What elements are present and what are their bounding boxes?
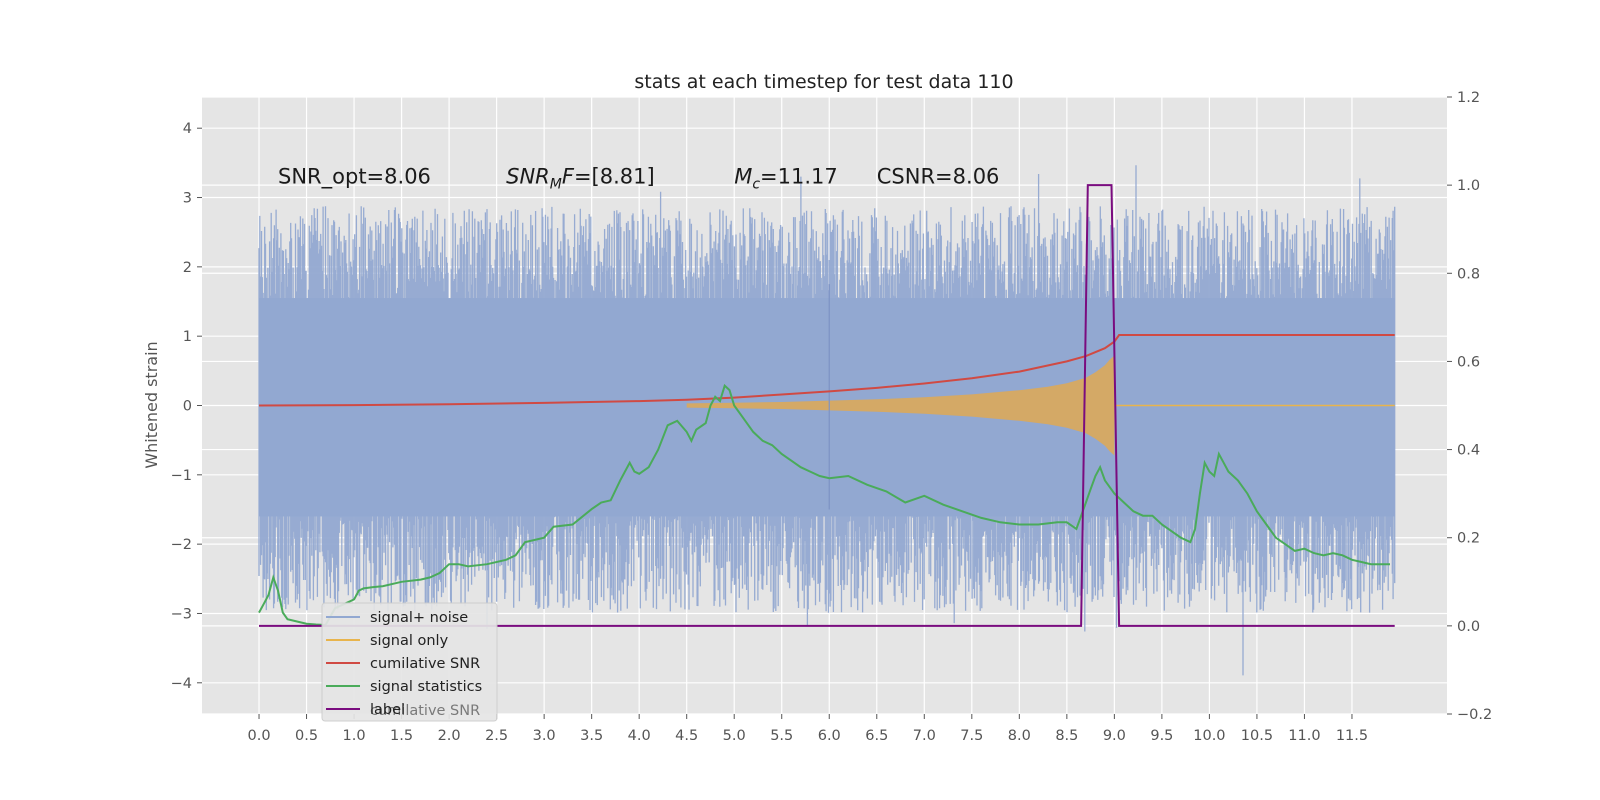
y-tick-label: 2 [183,260,192,276]
legend-label: cumilative SNR [370,656,480,672]
series-label [259,184,1395,627]
x-axis-ticks: 0.0 0.5 1.0 1.5 2.0 2.5 3.0 3.5 4.0 4.5 5.0 5.5 6.0 6… [247,714,1368,744]
y-tick-label: −1 [171,468,192,484]
signal-only-envelope [686,284,1395,510]
annotation-text: SNRMF=[8.81] [506,165,655,193]
legend-ghost-text: cumilative SNR [370,703,480,719]
annotation-text: CSNR=8.06 [877,165,1000,189]
x-tick-label: 9.5 [1150,728,1173,744]
series-cumilative-snr [258,334,1395,407]
legend: cumilative SNR signal+ noise signal only cu… [321,602,498,722]
x-tick-label: 9.0 [1103,728,1126,744]
x-tick-label: 3.5 [580,728,603,744]
annotation-base: M [734,165,752,189]
annotation-text: Mc=11.17 [734,165,838,193]
annotation-text: SNR_opt=8.06 [278,165,431,190]
y2-tick-label: 0.6 [1457,354,1480,370]
x-tick-label: 0.0 [247,728,270,744]
y-tick-label: −3 [171,606,192,622]
x-tick-label: 5.5 [770,728,793,744]
annotation-rest: =11.17 [760,165,838,189]
annotations: SNR_opt=8.06 SNRMF=[8.81] Mc=11.17 CSNR=8.0… [278,165,999,193]
y-tick-label: −2 [171,537,192,553]
y2-axis-ticks: −0.2 0.0 0.2 0.4 0.6 0.8 1.0 1.2 [1447,90,1492,723]
x-tick-label: 8.0 [1008,728,1031,744]
y2-tick-label: 0.4 [1457,443,1480,459]
x-tick-label: 6.0 [818,728,841,744]
x-tick-label: 11.5 [1336,728,1368,744]
y2-tick-label: 0.0 [1457,619,1480,635]
x-tick-label: 2.5 [485,728,508,744]
series-lines [258,184,1395,627]
annotation-base: SNR [506,165,550,189]
y2-tick-label: 0.2 [1457,531,1480,547]
y-tick-label: 4 [183,121,192,137]
x-tick-label: 11.0 [1288,728,1320,744]
annotation-subscript: M [550,177,562,193]
x-tick-label: 2.0 [438,728,461,744]
x-tick-label: 10.0 [1193,728,1225,744]
signal-envelope-fill [686,355,1115,456]
y-tick-label: 1 [183,329,192,345]
annotation-rest: =[8.81] [574,165,655,189]
y2-tick-label: 1.0 [1457,178,1480,194]
legend-box [321,602,498,722]
x-tick-label: 1.5 [390,728,413,744]
annotation-base-f: F [562,165,575,189]
y-tick-label: 3 [183,191,192,207]
x-tick-label: 6.5 [865,728,888,744]
series-signal-statistics [258,383,1390,627]
annotation-subscript: c [752,177,760,193]
y-axis-ticks: −4 −3 −2 −1 0 1 2 3 4 [171,121,202,692]
legend-label: signal statistics [370,679,482,695]
legend-label: label [370,702,405,718]
x-tick-label: 0.5 [295,728,318,744]
y2-tick-label: −0.2 [1457,707,1492,723]
x-tick-label: 3.0 [533,728,556,744]
chart-title: stats at each timestep for test data 110 [634,71,1013,93]
x-tick-label: 7.0 [913,728,936,744]
y2-tick-label: 1.2 [1457,90,1480,106]
x-tick-label: 5.0 [723,728,746,744]
y-axis-label: Whitened strain [142,341,161,468]
y-tick-label: −4 [171,676,192,692]
x-tick-label: 4.0 [628,728,651,744]
y2-tick-label: 0.8 [1457,266,1480,282]
x-tick-label: 8.5 [1055,728,1078,744]
y-tick-label: 0 [183,399,192,415]
legend-label: signal only [370,633,449,649]
x-tick-label: 7.5 [960,728,983,744]
x-tick-label: 1.0 [343,728,366,744]
x-tick-label: 4.5 [675,728,698,744]
legend-label: signal+ noise [370,610,468,626]
x-tick-label: 10.5 [1241,728,1273,744]
